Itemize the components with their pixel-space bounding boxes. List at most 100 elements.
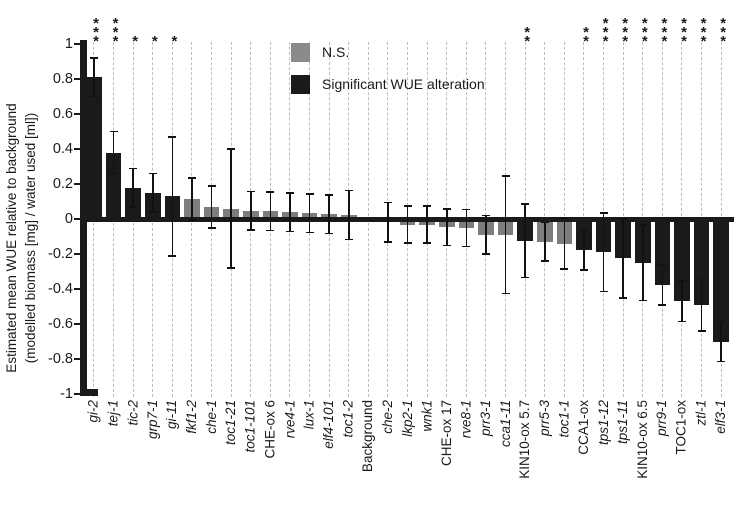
error-bar-cap (423, 242, 432, 244)
x-tick-label: prr9-1 (654, 400, 670, 437)
error-bar (93, 58, 95, 97)
y-tick-label: -0.4 (48, 280, 73, 297)
error-bar-cap (658, 263, 667, 266)
error-bar (210, 185, 213, 228)
x-tick-label: toc1-1 (556, 400, 572, 438)
error-bar-cap (207, 185, 216, 187)
y-tick-label: 1 (64, 35, 73, 52)
x-tick-label: gi-11 (164, 400, 180, 430)
error-bar (348, 190, 350, 240)
significance-stars: * * * (700, 15, 707, 50)
significance-stars: * * * (641, 15, 648, 50)
x-tick-label: rve4-1 (282, 400, 297, 439)
error-bar-cap (305, 231, 314, 234)
x-tick-label: toc1-2 (340, 400, 356, 438)
error-bar-cap (266, 229, 275, 232)
bar (86, 77, 102, 221)
error-bar-cap (148, 172, 157, 175)
error-bar-cap (168, 255, 177, 257)
y-tick-label: -0.8 (48, 350, 73, 367)
x-tick-label: grp7-1 (144, 400, 160, 440)
error-bar-cap (129, 167, 138, 169)
error-bar-cap (521, 276, 530, 279)
error-bar-cap (188, 219, 196, 221)
significance-stars: * * * (720, 15, 727, 50)
significance-stars: * * * (602, 15, 609, 50)
error-bar-cap (109, 172, 118, 175)
error-bar-cap (148, 211, 157, 213)
y-tick-mark (74, 287, 81, 291)
error-bar (387, 202, 389, 242)
y-tick-mark (74, 182, 81, 186)
error-bar-cap (266, 191, 275, 193)
x-tick-label: CHE-ox 17 (438, 400, 454, 467)
x-tick-label: TOC1-ox (674, 400, 689, 455)
error-bar-cap (305, 193, 314, 195)
x-tick-label: rve8-1 (458, 400, 474, 439)
x-tick-label: cca1-11 (497, 400, 513, 448)
legend-label-ns: N.S. (322, 44, 350, 60)
y-tick-mark (74, 42, 81, 46)
error-bar (289, 193, 291, 232)
error-bar-cap (678, 320, 686, 323)
error-bar (563, 218, 566, 269)
x-tick-label: prr5-3 (536, 400, 552, 437)
y-tick-label: 0.8 (52, 70, 73, 87)
error-bar-cap (540, 221, 549, 224)
error-bar-cap (423, 205, 432, 207)
error-bar-cap (678, 280, 686, 282)
x-tick-label: elf4-101 (321, 400, 337, 449)
x-tick-label: tic-2 (125, 400, 141, 426)
error-bar-cap (560, 268, 569, 270)
error-bar-cap (697, 330, 706, 332)
x-tick-label: che-2 (380, 400, 395, 434)
x-tick-label: KIN10-ox 5.7 (517, 400, 533, 479)
error-bar-cap (697, 277, 706, 280)
error-bar-cap (501, 175, 510, 177)
error-bar (446, 208, 448, 246)
x-tick-label: tej-1 (105, 400, 121, 427)
significance-stars: * * (583, 24, 589, 50)
error-bar-cap (188, 177, 196, 179)
error-bar-cap (638, 224, 647, 226)
error-bar-cap (482, 253, 490, 255)
significance-stars: * * * (622, 15, 629, 50)
bar (693, 219, 710, 305)
error-bar-cap (344, 238, 353, 241)
bar (105, 152, 122, 221)
y-tick-mark (74, 392, 81, 396)
y-tick-label: 0.2 (52, 175, 73, 192)
error-bar-cap (521, 203, 530, 205)
legend-swatch-significant (291, 75, 310, 94)
significance-stars: * (171, 33, 178, 50)
error-bar (230, 149, 232, 268)
error-bar-cap (619, 218, 628, 220)
error-bar-cap (227, 148, 236, 150)
significance-stars: * (132, 33, 139, 50)
error-bar-cap (109, 130, 118, 133)
y-tick-label: 0.4 (52, 140, 73, 157)
error-bar (700, 278, 703, 331)
error-bar-cap (246, 190, 255, 193)
error-bar-cap (560, 217, 569, 219)
significance-stars: * * * (112, 15, 119, 50)
error-bar (308, 193, 311, 233)
x-tick-label: elf3-1 (713, 400, 729, 434)
error-bar-cap (325, 232, 334, 235)
x-tick-label: KIN10-ox 6.5 (634, 400, 650, 479)
error-bar (191, 177, 193, 220)
x-tick-label: CCA1-ox (576, 400, 591, 455)
x-tick-label: gi-2 (86, 400, 101, 423)
x-tick-label: prr3-1 (478, 400, 493, 437)
y-tick-mark (74, 112, 81, 116)
error-bar (328, 194, 330, 234)
error-bar-cap (227, 267, 236, 269)
significance-stars: * * * (93, 15, 99, 50)
y-axis-end-cap (80, 389, 98, 396)
error-bar (544, 222, 546, 261)
y-tick-mark (74, 147, 81, 151)
error-bar-cap (90, 57, 98, 59)
error-bar-cap (246, 229, 255, 231)
